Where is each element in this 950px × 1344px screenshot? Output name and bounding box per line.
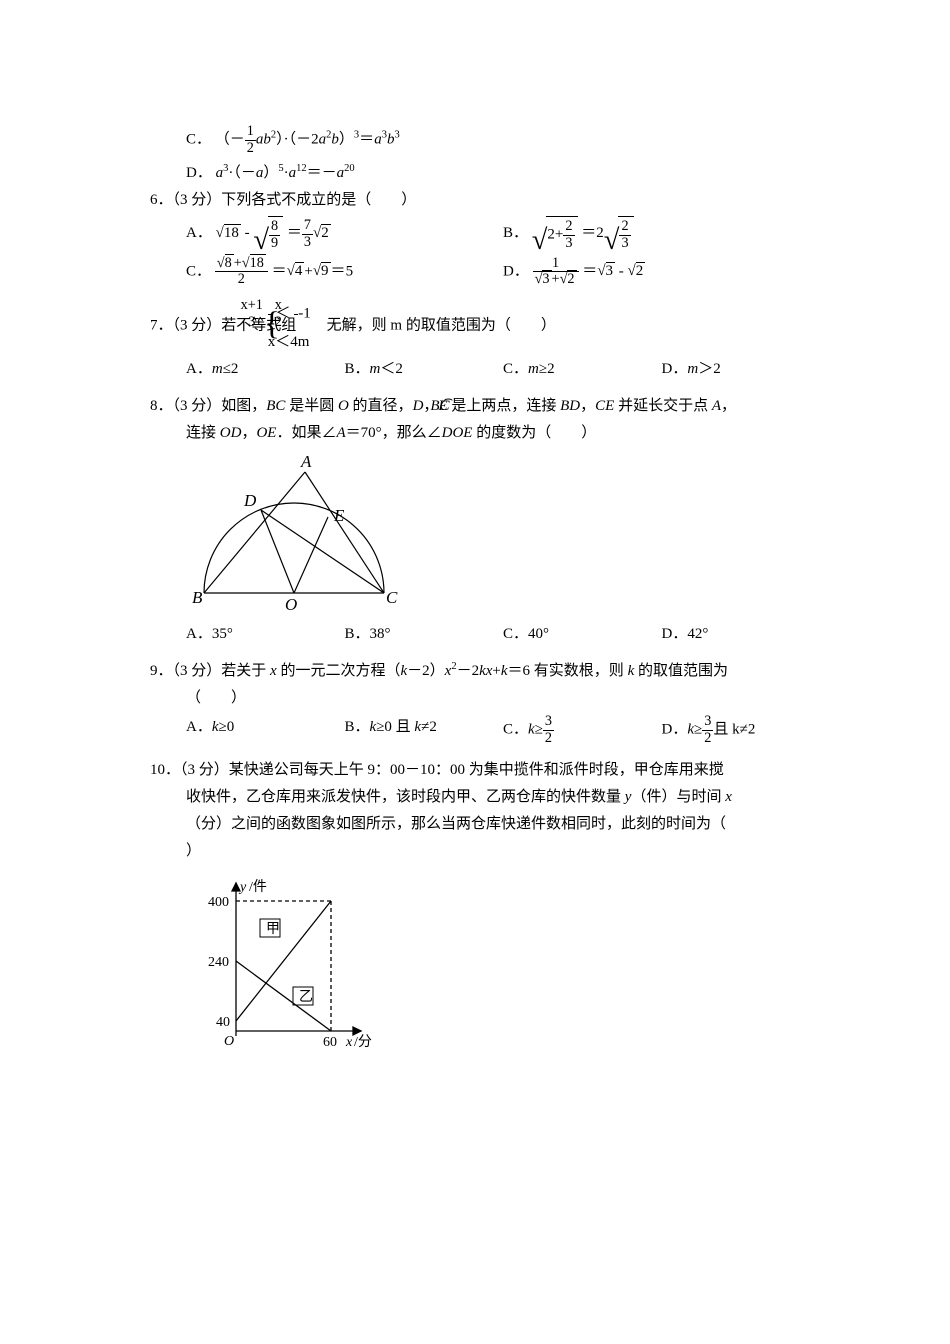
question-8: 8．（3 分）如图，BC 是半圆 O 的直径，D，E 是BC上两点，连接 BD，… [150, 393, 820, 650]
q6-option-a: A． 18 - √89 ＝732 [186, 214, 503, 253]
option-label: C． [186, 132, 211, 148]
q10-stem-line3: （分）之间的函数图象如图所示，那么当两仓库快递件数相同时，此刻的时间为（ [186, 811, 820, 838]
svg-text:240: 240 [208, 955, 229, 970]
q7-option-a: A．m≤2 [186, 354, 345, 385]
q8-option-b: B．38° [345, 619, 504, 650]
svg-text:60: 60 [323, 1035, 337, 1050]
svg-text:D: D [243, 491, 257, 510]
svg-text:O: O [224, 1034, 234, 1049]
question-7: 7．（3 分）若不等式组 { x+13 ＜ x2-1 x＜4m 无解，则 m 的… [150, 298, 820, 385]
svg-text:B: B [192, 588, 203, 607]
q9-option-c: C．k≥32 [503, 712, 662, 748]
q9-stem-line2: （ ） [186, 685, 820, 712]
question-10: 10．（3 分）某快递公司每天上午 9：00－10：00 为集中揽件和派件时段，… [150, 757, 820, 1051]
prev-option-c: C． （－12ab2）·（－2a2b）3＝a3b3 [186, 124, 820, 156]
q10-stem-line4: ） [186, 838, 820, 865]
q9-stem-line1: 9．（3 分）若关于 x 的一元二次方程（k－2）x2－2kx+k＝6 有实数根… [150, 658, 820, 685]
inequality-system: x+13 ＜ x2-1 x＜4m [304, 298, 323, 354]
q6-option-b: B． √2+23 ＝2√23 [503, 214, 820, 253]
q7-option-c: C．m≥2 [503, 354, 662, 385]
question-6: 6．（3 分）下列各式不成立的是（ ） A． 18 - √89 ＝732 B． … [150, 187, 820, 290]
q8-stem-line2: 连接 OD，OE．如果∠A＝70°，那么∠DOE 的度数为（ ） [186, 420, 820, 447]
q10-figure: y /件 400 240 40 O 60 x /分 甲 乙 [186, 871, 376, 1051]
prev-option-d: D． a3·（－a）5·a12＝－a20 [186, 160, 820, 187]
svg-text:A: A [300, 453, 312, 471]
q6-options: A． 18 - √89 ＝732 B． √2+23 ＝2√23 C． 8+182… [186, 214, 820, 290]
q8-options: A．35° B．38° C．40° D．42° [186, 619, 820, 650]
q7-stem: 7．（3 分）若不等式组 { x+13 ＜ x2-1 x＜4m 无解，则 m 的… [150, 298, 820, 354]
q9-option-b: B．k≥0 且 k≠2 [345, 712, 504, 748]
svg-text:E: E [333, 506, 345, 525]
q6-option-c: C． 8+182 ＝4+9＝5 [186, 254, 503, 290]
svg-text:x: x [345, 1035, 353, 1050]
q10-stem-line2: 收快件，乙仓库用来派发快件，该时段内甲、乙两仓库的快件数量 y（件）与时间 x [186, 784, 820, 811]
q8-option-c: C．40° [503, 619, 662, 650]
q8-option-d: D．42° [662, 619, 821, 650]
svg-text:甲: 甲 [266, 922, 280, 937]
question-9: 9．（3 分）若关于 x 的一元二次方程（k－2）x2－2kx+k＝6 有实数根… [150, 658, 820, 748]
svg-text:O: O [285, 595, 297, 613]
q9-option-d: D．k≥32且 k≠2 [662, 712, 821, 748]
q9-options: A．k≥0 B．k≥0 且 k≠2 C．k≥32 D．k≥32且 k≠2 [186, 712, 820, 748]
q7-option-b: B．m＜2 [345, 354, 504, 385]
svg-text:400: 400 [208, 895, 229, 910]
q6-option-d: D． 13+2 ＝3 - 2 [503, 254, 820, 290]
q6-stem: 6．（3 分）下列各式不成立的是（ ） [150, 187, 820, 214]
option-label: D． [186, 165, 212, 181]
svg-text:/分: /分 [354, 1034, 372, 1050]
q8-figure: B C O D E A [186, 453, 406, 613]
svg-text:/件: /件 [249, 879, 267, 895]
q10-stem-line1: 10．（3 分）某快递公司每天上午 9：00－10：00 为集中揽件和派件时段，… [150, 757, 820, 784]
svg-text:乙: 乙 [299, 989, 313, 1005]
svg-text:y: y [238, 880, 247, 895]
q8-option-a: A．35° [186, 619, 345, 650]
q7-option-d: D．m＞2 [662, 354, 821, 385]
svg-text:40: 40 [216, 1015, 230, 1030]
svg-text:C: C [386, 588, 398, 607]
q8-stem-line1: 8．（3 分）如图，BC 是半圆 O 的直径，D，E 是BC上两点，连接 BD，… [150, 393, 820, 420]
q7-options: A．m≤2 B．m＜2 C．m≥2 D．m＞2 [186, 354, 820, 385]
q9-option-a: A．k≥0 [186, 712, 345, 748]
